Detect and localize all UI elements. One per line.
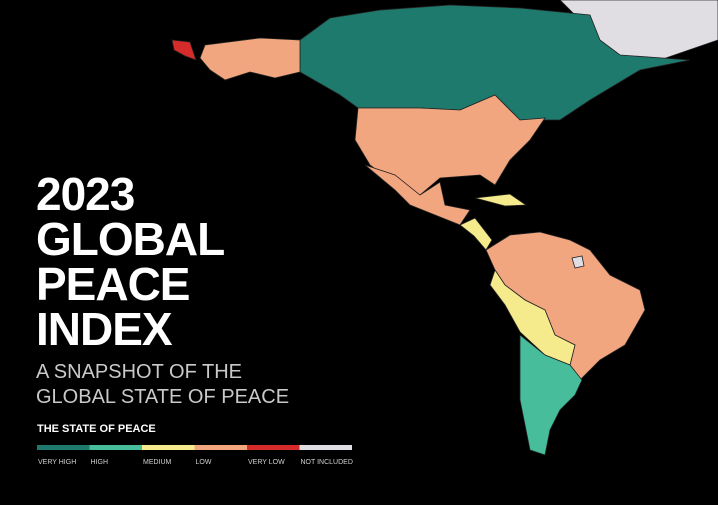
southern-cone <box>519 334 583 456</box>
title-line: 2023 <box>36 168 134 220</box>
mexico <box>364 164 471 226</box>
legend-swatch <box>37 445 90 450</box>
title: 2023 GLOBAL PEACE INDEX <box>36 168 225 355</box>
legend-label: VERY LOW <box>248 459 285 466</box>
legend-swatch <box>247 445 300 450</box>
russia-tip <box>171 39 197 61</box>
world-map <box>171 0 718 456</box>
title-line: INDEX <box>36 303 173 355</box>
subtitle-line: A SNAPSHOT OF THE <box>36 361 242 383</box>
legend-swatch <box>299 445 352 450</box>
legend-label: LOW <box>196 459 212 466</box>
title-line: GLOBAL <box>36 213 224 265</box>
legend-label: MEDIUM <box>143 459 172 466</box>
legend-swatch <box>194 445 247 450</box>
cuba <box>474 193 528 207</box>
french-guiana <box>571 255 585 269</box>
legend-label: NOT INCLUDED <box>301 459 353 466</box>
legend-title: THE STATE OF PEACE <box>37 423 156 435</box>
legend-label: HIGH <box>91 459 109 466</box>
alaska <box>199 37 301 81</box>
legend-swatch <box>142 445 195 450</box>
subtitle: A SNAPSHOT OF THE GLOBAL STATE OF PEACE <box>36 361 289 408</box>
subtitle-line: GLOBAL STATE OF PEACE <box>36 386 289 408</box>
legend: VERY HIGH HIGH MEDIUM LOW VERY LOW NOT INCLUD… <box>37 445 353 466</box>
andean-states <box>489 269 576 366</box>
legend-swatch <box>89 445 142 450</box>
title-line: PEACE <box>36 258 189 310</box>
central-america <box>459 217 493 251</box>
legend-label: VERY HIGH <box>38 459 76 466</box>
